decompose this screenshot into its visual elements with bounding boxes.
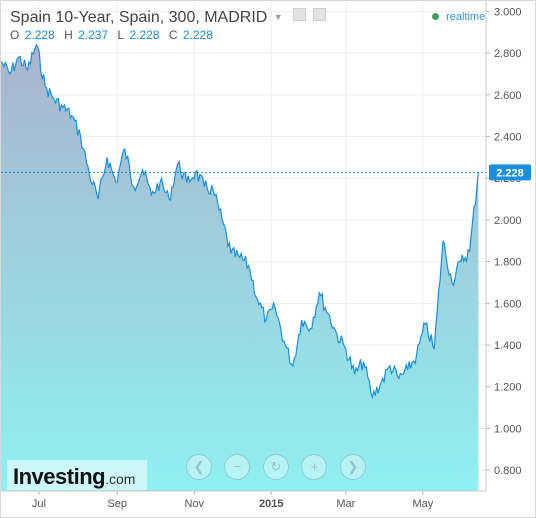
refresh-icon[interactable]: ↻ xyxy=(262,454,289,480)
chart-header: Spain 10-Year, Spain, 300, MADRID ▼ xyxy=(10,8,328,27)
x-tick-label: May xyxy=(412,498,433,510)
chart-title: Spain 10-Year, Spain, 300, MADRID xyxy=(10,9,268,26)
y-tick-label: 1.000 xyxy=(494,423,522,435)
close-value: 2.228 xyxy=(182,28,213,42)
x-tick-label: Nov xyxy=(184,498,204,510)
y-tick-label: 1.600 xyxy=(494,298,522,310)
realtime-indicator: realtime xyxy=(432,11,485,23)
logo-name: Investing xyxy=(13,464,106,489)
eye-icon[interactable] xyxy=(293,8,307,21)
low-label: L xyxy=(117,28,125,42)
chart-navigation: ❮ − ↻ + ❯ xyxy=(186,454,374,480)
open-label: O xyxy=(10,28,20,42)
y-tick-label: 2.800 xyxy=(494,48,522,60)
y-tick-label: 3.000 xyxy=(494,6,522,18)
series-area xyxy=(1,44,479,492)
realtime-dot-icon xyxy=(432,13,439,20)
chevron-down-icon[interactable]: ▼ xyxy=(273,12,283,22)
x-tick-label: Jul xyxy=(32,498,46,510)
high-label: H xyxy=(64,28,73,42)
settings-icon[interactable] xyxy=(312,8,326,21)
chevron-right-icon[interactable]: ❯ xyxy=(339,454,366,480)
open-value: 2.228 xyxy=(24,28,55,42)
x-tick-label: Sep xyxy=(107,498,127,510)
y-tick-label: 2.400 xyxy=(494,132,522,144)
y-tick-label: 2.600 xyxy=(494,90,522,102)
y-tick-label: 2.000 xyxy=(494,215,522,227)
logo-suffix: .com xyxy=(105,471,136,487)
chevron-left-icon[interactable]: ❮ xyxy=(186,454,212,480)
x-tick-label: Mar xyxy=(336,498,355,510)
close-label: C xyxy=(168,28,178,42)
minus-icon[interactable]: − xyxy=(224,454,251,480)
ohlc-readout: O 2.228 H 2.237 L 2.228 C 2.228 xyxy=(10,28,219,42)
investing-logo[interactable]: Investing.com xyxy=(7,460,147,490)
last-price-label: 2.228 xyxy=(496,167,524,179)
header-icons xyxy=(293,8,327,26)
plus-icon[interactable]: + xyxy=(301,454,328,480)
low-value: 2.228 xyxy=(129,28,160,42)
y-tick-label: 1.200 xyxy=(494,382,522,394)
y-tick-label: 1.400 xyxy=(494,340,522,352)
logo-text: Investing.com xyxy=(13,464,135,490)
x-tick-label: 2015 xyxy=(259,498,283,510)
high-value: 2.237 xyxy=(78,28,109,42)
y-tick-label: 0.800 xyxy=(494,465,522,477)
series-line xyxy=(1,43,479,400)
realtime-label: realtime xyxy=(446,11,486,23)
last-price-tag xyxy=(489,164,531,181)
y-tick-label: 1.800 xyxy=(494,257,522,269)
